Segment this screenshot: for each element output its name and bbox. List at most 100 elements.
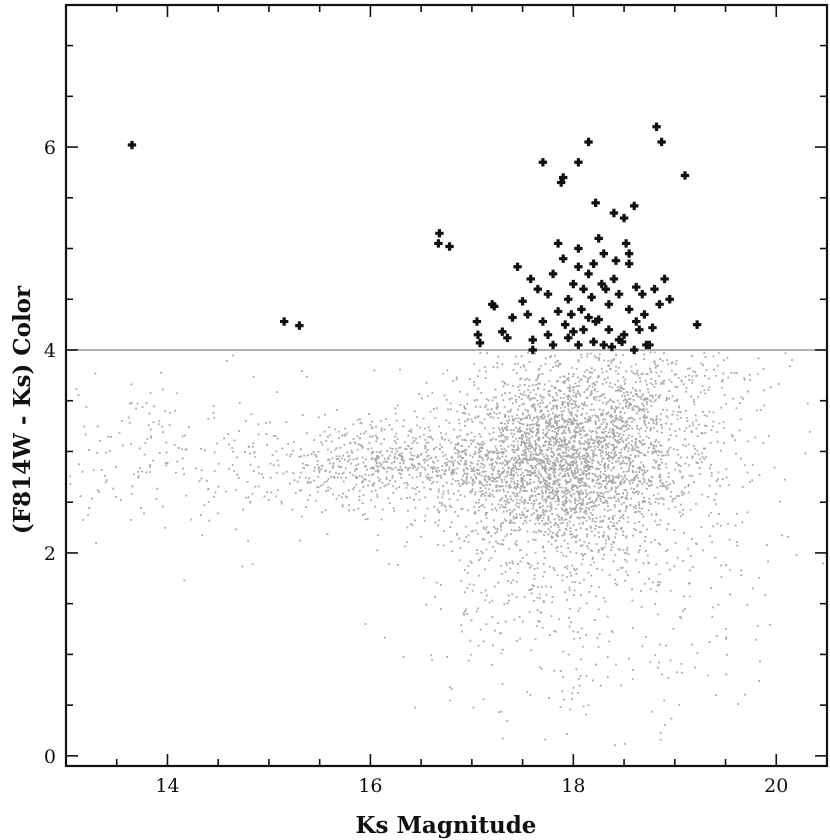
cloud-point xyxy=(550,443,552,446)
cloud-point xyxy=(546,461,549,464)
highlighted-point xyxy=(548,340,558,350)
cloud-point xyxy=(639,531,641,534)
cloud-point xyxy=(568,589,571,591)
cloud-point xyxy=(530,514,533,516)
cloud-point xyxy=(473,399,476,402)
cloud-point xyxy=(409,496,411,499)
cloud-point xyxy=(580,594,582,596)
cloud-point xyxy=(552,471,555,474)
cloud-point xyxy=(654,520,657,523)
cloud-point xyxy=(720,406,723,409)
cloud-point xyxy=(517,362,519,365)
cloud-point xyxy=(376,549,379,552)
cloud-point xyxy=(481,447,484,450)
cloud-point xyxy=(457,443,460,446)
cloud-point xyxy=(400,476,403,479)
cloud-point xyxy=(524,490,527,492)
cloud-point xyxy=(395,442,397,445)
cloud-point xyxy=(588,420,591,422)
cloud-point xyxy=(527,432,530,435)
cloud-point xyxy=(421,481,424,484)
cloud-point xyxy=(685,410,687,412)
cloud-point xyxy=(438,488,440,491)
cloud-point xyxy=(529,519,531,522)
cloud-point xyxy=(437,496,439,499)
cloud-point xyxy=(466,475,468,478)
cloud-point xyxy=(597,478,600,480)
cloud-point xyxy=(538,477,540,480)
cloud-point xyxy=(607,431,610,434)
cloud-point xyxy=(571,446,574,449)
cloud-point xyxy=(631,427,634,430)
cloud-point xyxy=(577,423,579,426)
cloud-point xyxy=(488,541,491,544)
cloud-point xyxy=(655,514,658,516)
cloud-point xyxy=(394,480,397,483)
cloud-point xyxy=(648,501,651,504)
cloud-point xyxy=(528,379,531,381)
cloud-point xyxy=(593,485,596,488)
cloud-point xyxy=(374,505,377,508)
cloud-point xyxy=(514,465,517,467)
cloud-point xyxy=(499,632,502,634)
cloud-point xyxy=(693,403,696,406)
cloud-point xyxy=(525,460,528,463)
cloud-point xyxy=(622,549,625,551)
cloud-point xyxy=(676,556,679,559)
cloud-point xyxy=(637,493,639,495)
cloud-point xyxy=(603,546,606,549)
cloud-point xyxy=(634,491,637,493)
cloud-point xyxy=(592,409,595,411)
cloud-point xyxy=(450,460,453,463)
cloud-point xyxy=(485,404,488,407)
cloud-point xyxy=(584,485,587,487)
cloud-point xyxy=(569,530,572,533)
cloud-point xyxy=(559,670,562,672)
cloud-point xyxy=(418,435,421,438)
cloud-point xyxy=(804,452,807,455)
cloud-point xyxy=(568,455,571,458)
cloud-point xyxy=(527,389,529,392)
cloud-point xyxy=(359,444,362,447)
cloud-point xyxy=(445,432,447,435)
cloud-point xyxy=(723,442,725,444)
cloud-point xyxy=(592,459,595,462)
cloud-point xyxy=(570,533,573,535)
cloud-point xyxy=(567,403,570,405)
cloud-point xyxy=(461,412,464,414)
cloud-point xyxy=(544,457,547,460)
cloud-point xyxy=(492,366,495,368)
cloud-point xyxy=(501,543,504,545)
cloud-point xyxy=(608,640,611,643)
cloud-point xyxy=(573,594,575,596)
cloud-point xyxy=(550,385,553,387)
cloud-point xyxy=(484,427,486,430)
cloud-point xyxy=(679,471,682,473)
cloud-point xyxy=(696,435,699,437)
cloud-point xyxy=(665,415,668,418)
cloud-point xyxy=(362,461,365,464)
cloud-point xyxy=(449,402,452,405)
cloud-point xyxy=(545,419,547,422)
cloud-point xyxy=(611,400,614,402)
cloud-point xyxy=(563,539,566,542)
cloud-point xyxy=(578,456,581,458)
cloud-point xyxy=(571,484,574,487)
cloud-point xyxy=(526,515,529,518)
cloud-point xyxy=(666,562,669,565)
cloud-point xyxy=(613,446,615,448)
cloud-point xyxy=(658,463,660,466)
cloud-point xyxy=(466,612,468,615)
cloud-point xyxy=(478,482,481,485)
cloud-point xyxy=(572,485,575,488)
cloud-point xyxy=(423,519,426,522)
cloud-point xyxy=(380,442,383,445)
cloud-point xyxy=(632,372,635,375)
cloud-point xyxy=(648,578,651,580)
cloud-point xyxy=(690,554,692,557)
cloud-point xyxy=(407,469,409,472)
cloud-point xyxy=(577,609,580,612)
cloud-point xyxy=(232,450,234,453)
x-tick-label: 18 xyxy=(561,775,585,797)
cloud-point xyxy=(235,528,237,531)
